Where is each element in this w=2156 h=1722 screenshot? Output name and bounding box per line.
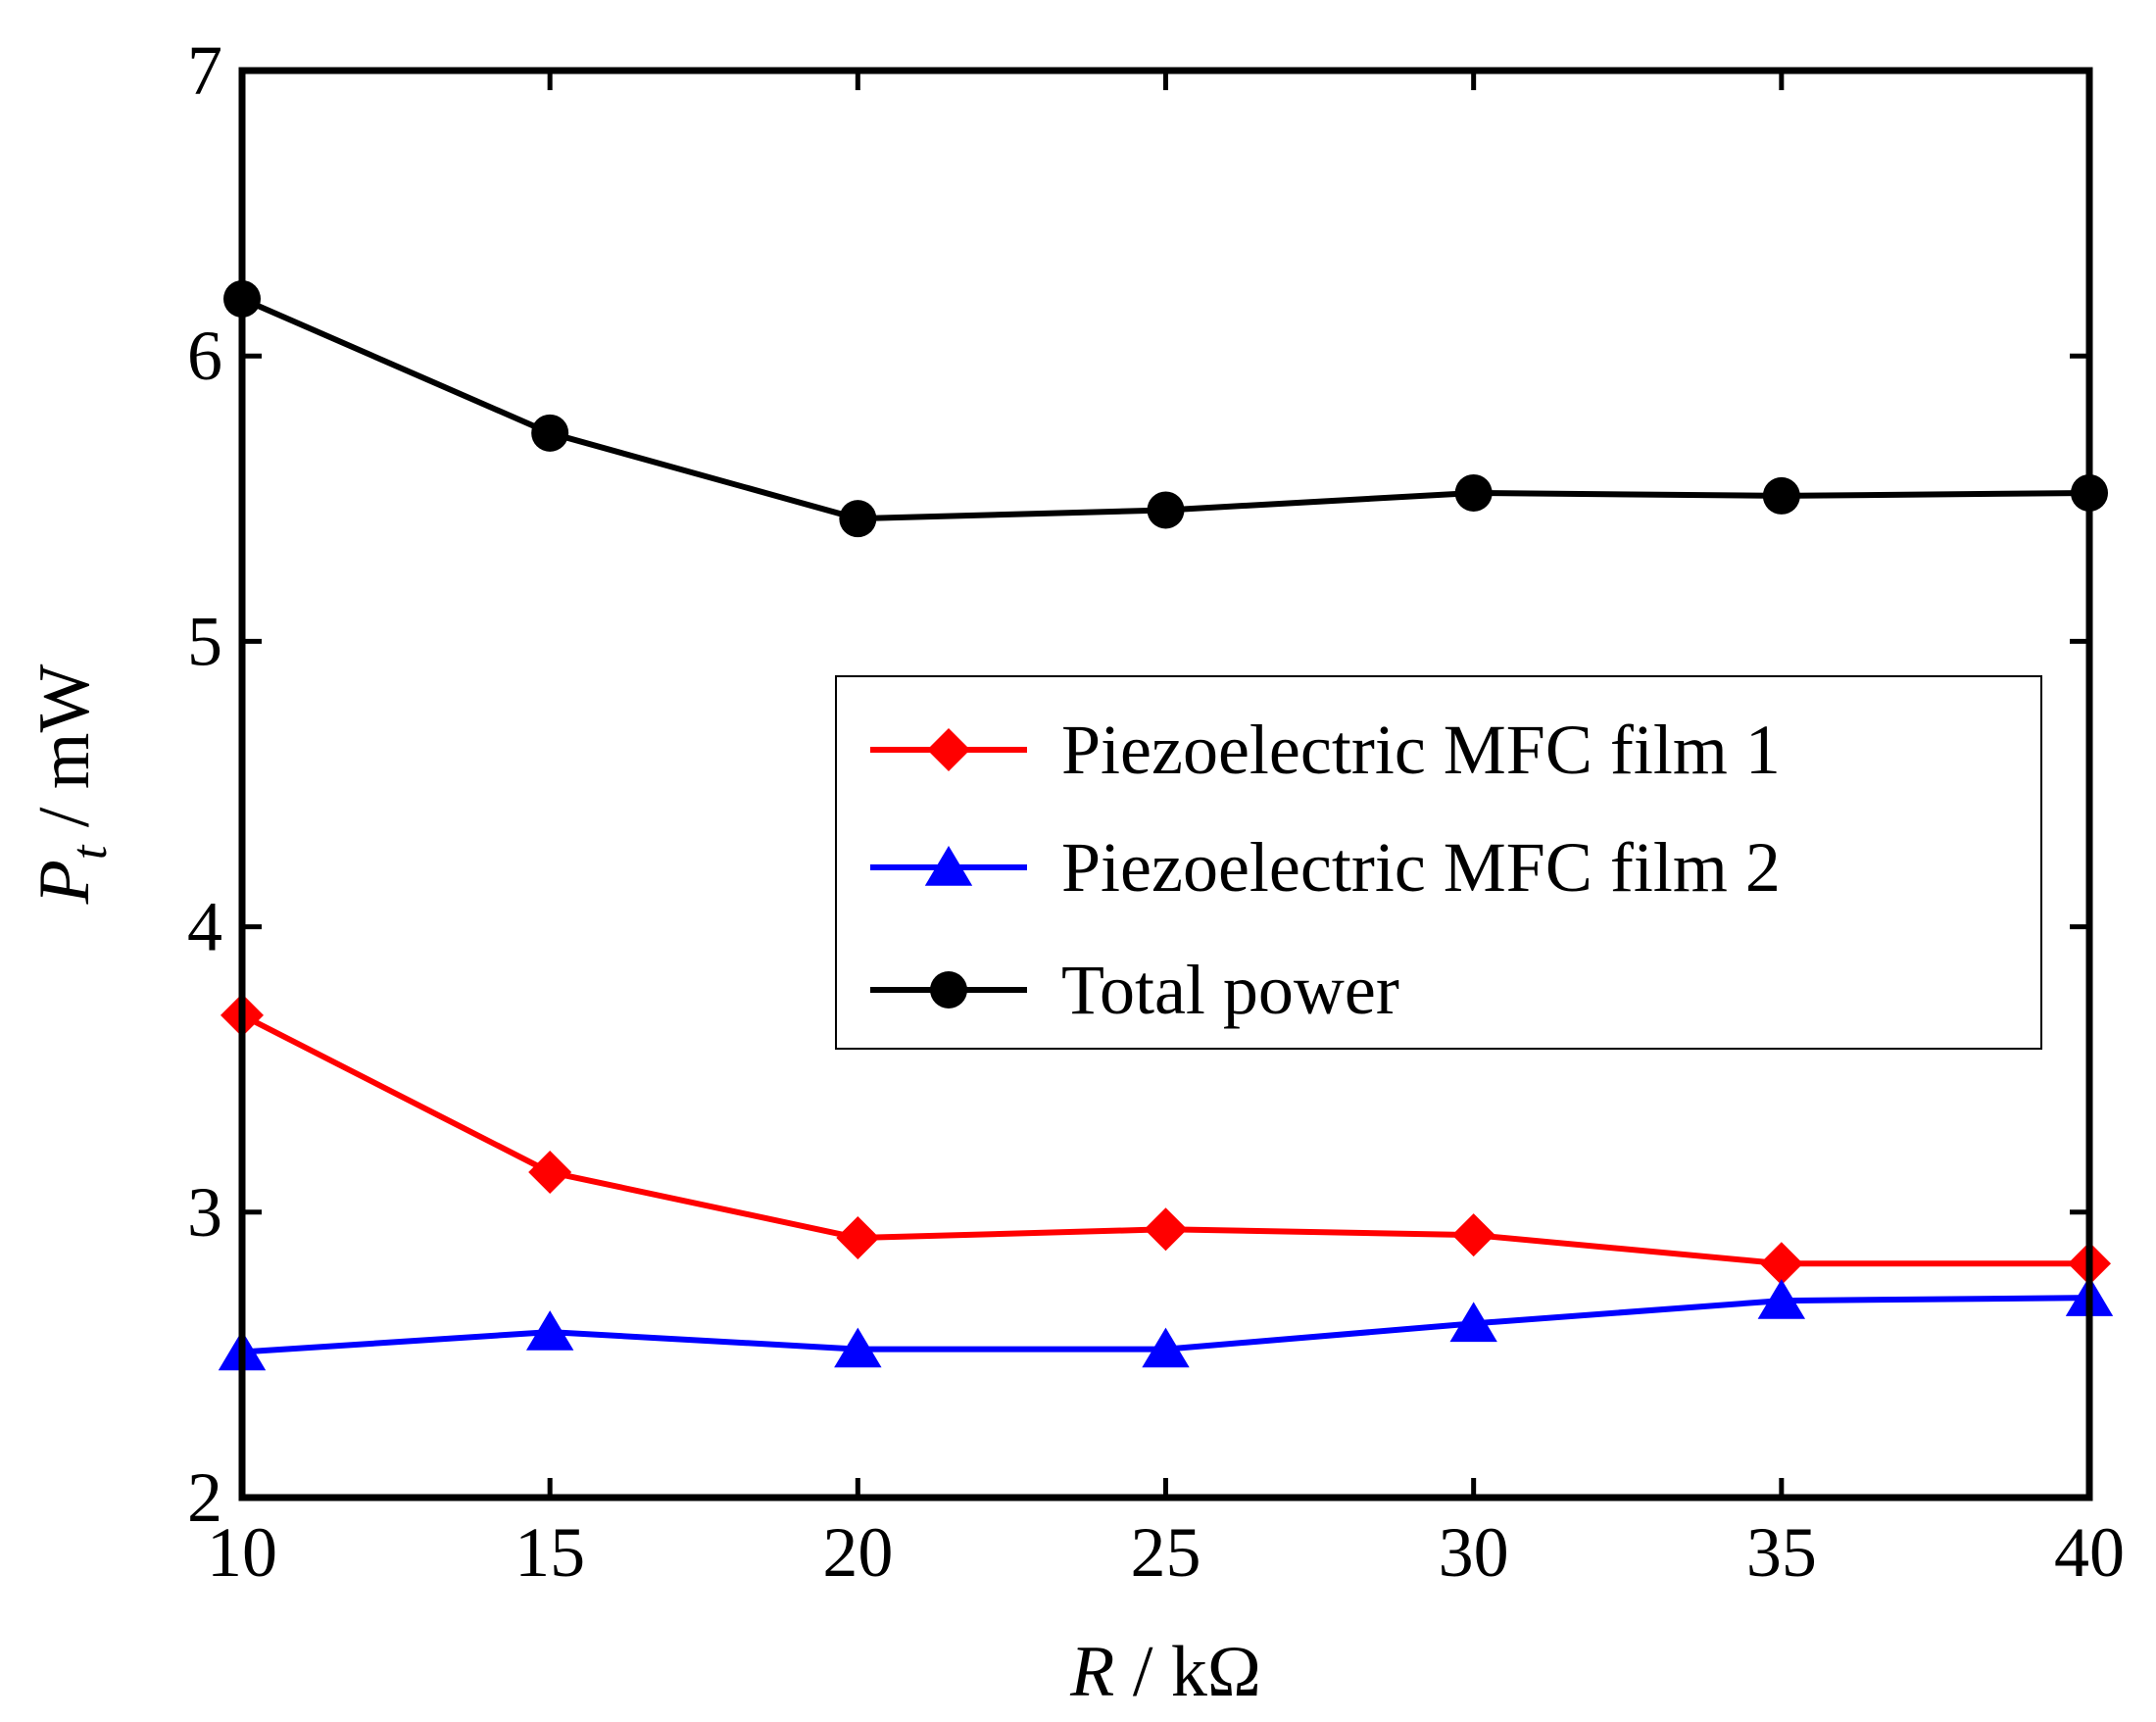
x-tick-label: 30 (1439, 1513, 1509, 1592)
y-tick-label: 3 (187, 1173, 222, 1252)
y-axis-variable: P (24, 860, 105, 905)
data-point (1454, 473, 1493, 512)
y-axis-subscript: t (62, 844, 118, 860)
x-tick-label: 25 (1131, 1513, 1201, 1592)
legend-entry: Piezoelectric MFC film 2 (870, 828, 1781, 907)
legend-marker (930, 971, 967, 1009)
x-tick-label: 10 (207, 1513, 277, 1592)
data-point (1144, 1207, 1188, 1252)
x-axis-variable: R (1069, 1632, 1114, 1712)
x-tick-label: 40 (2054, 1513, 2125, 1592)
data-point (836, 1216, 880, 1260)
y-tick-label: 6 (187, 317, 222, 395)
data-point (1147, 491, 1185, 529)
legend-entry: Total power (870, 951, 1399, 1029)
data-point (1759, 1242, 1803, 1286)
series-3 (223, 279, 2108, 538)
y-tick-label: 5 (187, 602, 222, 680)
x-tick-label: 35 (1746, 1513, 1817, 1592)
data-point (528, 1151, 572, 1195)
y-tick-label: 7 (187, 31, 222, 110)
legend-label: Piezoelectric MFC film 2 (1061, 828, 1781, 907)
y-axis-label: Pt / mW (24, 664, 118, 906)
y-tick-label: 2 (187, 1458, 222, 1537)
axis-ticks: 10 15 20 25 30 35 40 2 3 4 5 6 7 (187, 31, 2125, 1592)
data-point (525, 1310, 574, 1351)
data-point (1757, 1279, 1806, 1319)
x-axis-unit: / kΩ (1114, 1632, 1261, 1712)
x-tick-label: 20 (822, 1513, 893, 1592)
legend-marker (927, 728, 970, 771)
legend-label: Total power (1061, 951, 1399, 1029)
legend-entry: Piezoelectric MFC film 1 (870, 711, 1781, 789)
x-axis-label: R / kΩ (1069, 1632, 1261, 1712)
data-point (1142, 1327, 1190, 1368)
legend-label: Piezoelectric MFC film 1 (1061, 711, 1781, 789)
y-tick-label: 4 (187, 888, 222, 966)
legend-box (835, 675, 2042, 1050)
y-axis-unit: / mW (24, 664, 105, 846)
data-point (1451, 1213, 1495, 1257)
data-point (531, 414, 569, 452)
data-point (839, 500, 877, 538)
data-point (1762, 476, 1800, 515)
legend: Piezoelectric MFC film 1 Piezoelectric MF… (835, 675, 2042, 1050)
data-point (1449, 1302, 1497, 1343)
x-tick-label: 15 (514, 1513, 585, 1592)
series-2 (218, 1276, 2114, 1371)
legend-marker (924, 846, 973, 886)
data-point (834, 1327, 882, 1368)
